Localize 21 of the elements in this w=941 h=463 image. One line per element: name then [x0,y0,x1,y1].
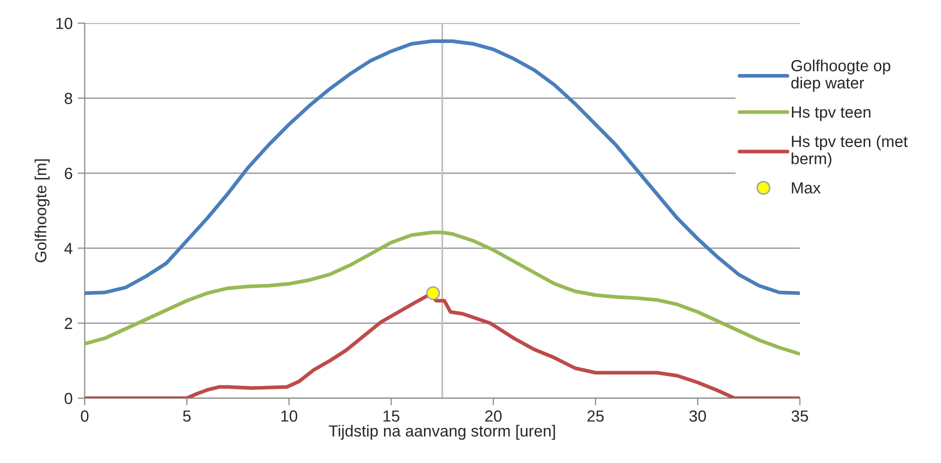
legend-label: Golfhoogte op diep water [791,60,890,92]
x-tick-label: 0 [80,410,89,422]
legend-label: Max [792,182,821,194]
y-tick-label: 6 [64,168,72,180]
y-tick-label: 10 [56,18,72,30]
line-series [84,230,800,356]
y-axis-title: Golfhoogte [m] [34,159,50,262]
x-tick-label: 35 [792,410,808,422]
x-tick-label: 10 [281,410,298,422]
legend-label: Hs tpv teen [792,106,870,121]
y-tick-label: 8 [64,92,72,104]
x-axis-title: Tijdstip na aanvang storm [uren] [328,424,555,440]
x-tick-label: 25 [587,410,604,422]
legend-label: Hs tpv teen (met berm) [792,135,908,168]
y-tick-label: 2 [64,318,72,329]
y-tick-label: 0 [64,392,72,404]
x-tick-label: 5 [183,410,191,422]
x-tick-label: 30 [689,410,706,422]
y-tick-label: 4 [64,242,72,254]
x-tick-label: 20 [485,410,502,422]
x-tick-label: 15 [384,410,400,422]
